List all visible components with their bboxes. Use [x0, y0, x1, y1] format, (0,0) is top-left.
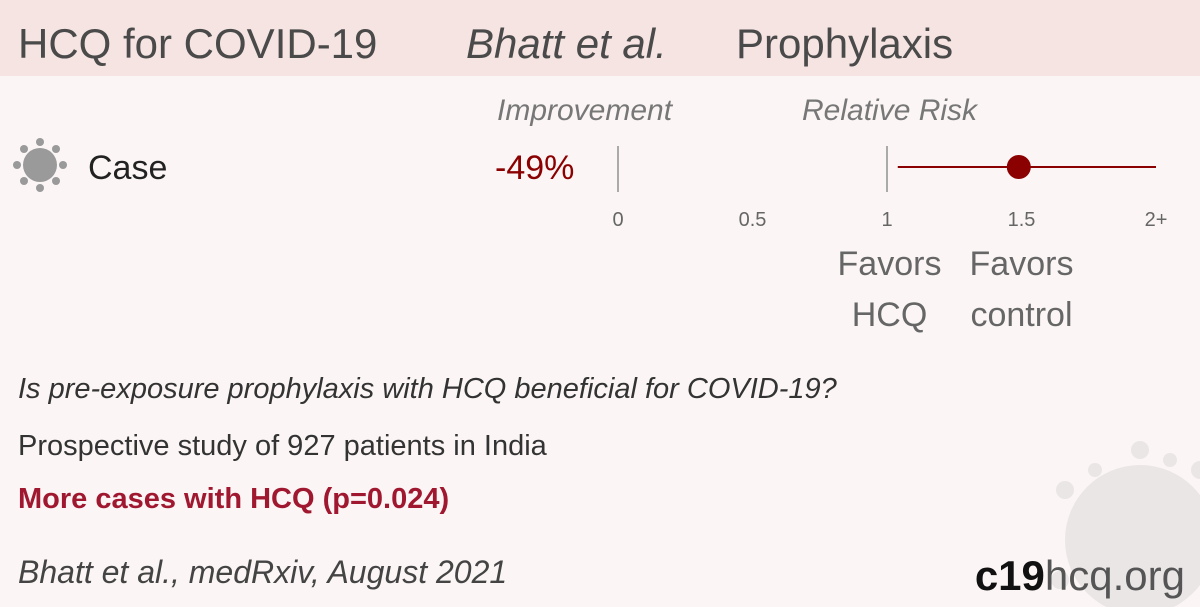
- improvement-label: -49%: [495, 149, 574, 187]
- x-tick-label: 1: [881, 209, 892, 231]
- result: More cases with HCQ (p=0.024): [18, 483, 449, 515]
- axis-label: Relative Risk: [802, 94, 979, 127]
- improvement-heading: Improvement: [497, 94, 674, 127]
- x-tick-label: 0: [612, 209, 623, 231]
- site-rest: hcq.org: [1045, 552, 1185, 599]
- favors-label: HCQ: [852, 296, 928, 334]
- virus-watermark: [1051, 441, 1200, 607]
- question: Is pre-exposure prophylaxis with HCQ ben…: [18, 373, 838, 405]
- favors-label: control: [970, 296, 1072, 334]
- header-topic: Prophylaxis: [736, 20, 953, 67]
- virus-icon: [13, 138, 67, 192]
- favors-label: Favors: [838, 245, 942, 283]
- citation: Bhatt et al., medRxiv, August 2021: [18, 554, 507, 590]
- point-estimate: [1006, 155, 1031, 179]
- header-study: Bhatt et al.: [466, 20, 667, 67]
- x-tick-label: 2+: [1145, 209, 1168, 231]
- category-label: Case: [88, 149, 167, 187]
- x-tick-label: 1.5: [1008, 209, 1036, 231]
- site-bold: c19: [975, 552, 1045, 599]
- site: c19hcq.org: [975, 552, 1185, 599]
- x-tick-label: 0.5: [739, 209, 767, 231]
- design: Prospective study of 927 patients in Ind…: [18, 430, 548, 462]
- header-title: HCQ for COVID-19: [18, 20, 377, 67]
- header-band: [0, 0, 1200, 76]
- favors-label: Favors: [970, 245, 1074, 283]
